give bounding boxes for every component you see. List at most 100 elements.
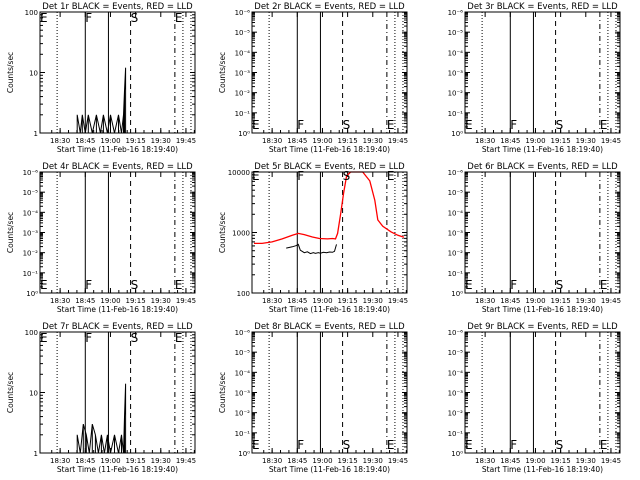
y-tick-label: 10⁻¹ — [235, 110, 251, 118]
event-marker-label: S — [131, 11, 139, 25]
plot-frame — [251, 171, 408, 294]
x-tick-label: 18:30 — [50, 297, 70, 305]
y-tick-label: 10⁰ — [238, 130, 250, 138]
x-tick-label: 18:30 — [50, 457, 70, 465]
y-tick-label: 10⁻⁶ — [448, 169, 464, 177]
y-tick-label: 10⁻⁴ — [448, 49, 464, 57]
y-tick-label: 100 — [25, 329, 38, 337]
y-tick-label: 10⁻⁴ — [448, 209, 464, 217]
y-tick-label: 1 — [34, 130, 38, 138]
event-marker-label: S — [131, 278, 139, 292]
event-marker-label: S — [556, 278, 564, 292]
x-axis-label: Start Time (11-Feb-16 18:19:40) — [57, 465, 178, 474]
x-tick-label: 18:45 — [287, 457, 307, 465]
plot-frame — [464, 11, 621, 134]
y-tick-label: 1 — [34, 450, 38, 458]
x-tick-label: 19:45 — [388, 457, 408, 465]
x-axis-label: Start Time (11-Feb-16 18:19:40) — [269, 465, 390, 474]
event-marker-label: E — [465, 118, 473, 132]
x-tick-label: 19:00 — [100, 457, 120, 465]
plot-frame — [251, 331, 408, 454]
x-tick-label: 19:45 — [388, 137, 408, 145]
panel-title: Det 1r BLACK = Events, RED = LLD — [42, 2, 193, 12]
x-tick-label: 19:30 — [576, 457, 596, 465]
event-marker-label: F — [297, 438, 304, 452]
event-marker-label: E — [600, 438, 608, 452]
panel-title: Det 9r BLACK = Events, RED = LLD — [467, 322, 618, 332]
detector-panel: Det 8r BLACK = Events, RED = LLD 10⁰ 10⁻¹ 1… — [218, 322, 408, 474]
plot-frame — [39, 331, 196, 454]
x-tick-label: 19:30 — [151, 297, 171, 305]
x-tick-label: 19:45 — [601, 297, 621, 305]
x-tick-label: 19:45 — [176, 457, 196, 465]
event-marker-label: E — [40, 278, 48, 292]
x-axis-label: Start Time (11-Feb-16 18:19:40) — [482, 305, 603, 314]
y-tick-label: 10⁰ — [238, 450, 250, 458]
y-tick-label: 10⁰ — [451, 290, 463, 298]
y-tick-label: 10000 — [228, 169, 250, 177]
event-marker-label: F — [510, 118, 517, 132]
event-marker-label: E — [465, 438, 473, 452]
x-tick-label: 19:30 — [363, 457, 383, 465]
series-line — [254, 171, 405, 245]
x-tick-label: 19:45 — [601, 457, 621, 465]
x-axis-label: Start Time (11-Feb-16 18:19:40) — [482, 465, 603, 474]
x-tick-label: 19:00 — [312, 297, 332, 305]
y-tick-label: 10⁻⁶ — [235, 329, 251, 337]
y-tick-label: 10⁻⁴ — [448, 369, 464, 377]
event-marker-label: F — [85, 278, 92, 292]
detector-panel: Det 6r BLACK = Events, RED = LLD 10⁰ 10⁻¹ 1… — [448, 162, 621, 314]
y-tick-label: 10⁰ — [451, 130, 463, 138]
x-tick-label: 19:30 — [151, 457, 171, 465]
plot-frame — [464, 171, 621, 294]
event-marker-label: E — [40, 331, 48, 345]
x-tick-label: 19:00 — [100, 297, 120, 305]
event-marker-label: F — [297, 118, 304, 132]
event-marker-label: E — [465, 278, 473, 292]
panel-title: Det 3r BLACK = Events, RED = LLD — [467, 2, 618, 12]
x-tick-label: 19:15 — [338, 457, 358, 465]
x-tick-label: 19:45 — [388, 297, 408, 305]
y-tick-label: 10⁻⁶ — [23, 169, 39, 177]
y-tick-label: 10⁻⁶ — [448, 329, 464, 337]
x-axis-label: Start Time (11-Feb-16 18:19:40) — [269, 145, 390, 154]
x-tick-label: 18:45 — [500, 137, 520, 145]
y-tick-label: 10⁻² — [235, 410, 251, 418]
x-tick-label: 19:30 — [576, 137, 596, 145]
y-tick-label: 100 — [237, 290, 250, 298]
detector-panel: Det 2r BLACK = Events, RED = LLD 10⁰ 10⁻¹ 1… — [218, 2, 408, 154]
detector-panel: Det 1r BLACK = Events, RED = LLD 1 10 100 18… — [6, 2, 196, 154]
y-tick-label: 10⁻⁵ — [448, 189, 464, 197]
x-tick-label: 19:15 — [126, 297, 146, 305]
plot-frame — [251, 11, 408, 134]
panel-title: Det 8r BLACK = Events, RED = LLD — [254, 322, 405, 332]
y-tick-label: 10⁰ — [26, 290, 38, 298]
x-tick-label: 19:00 — [525, 137, 545, 145]
y-tick-label: 1000 — [232, 230, 250, 238]
y-axis-label: Counts/sec — [218, 52, 227, 93]
detector-panel: Det 7r BLACK = Events, RED = LLD 1 10 100 18… — [6, 322, 196, 474]
x-tick-label: 18:30 — [262, 297, 282, 305]
event-marker-label: E — [600, 278, 608, 292]
y-axis-label: Counts/sec — [6, 212, 15, 253]
x-tick-label: 18:45 — [75, 137, 95, 145]
x-tick-label: 18:30 — [475, 137, 495, 145]
y-tick-label: 10⁻⁵ — [23, 189, 39, 197]
y-tick-label: 10⁻³ — [235, 70, 251, 78]
y-tick-label: 10⁻³ — [448, 70, 464, 78]
x-axis-label: Start Time (11-Feb-16 18:19:40) — [269, 305, 390, 314]
plot-frame — [39, 171, 196, 294]
x-tick-label: 19:00 — [525, 457, 545, 465]
x-tick-label: 18:45 — [287, 297, 307, 305]
y-axis-label: Counts/sec — [218, 212, 227, 253]
event-marker-label: E — [252, 118, 260, 132]
x-tick-label: 19:45 — [176, 297, 196, 305]
event-marker-label: E — [387, 118, 395, 132]
x-tick-label: 19:15 — [551, 297, 571, 305]
x-tick-label: 19:30 — [363, 137, 383, 145]
panel-title: Det 7r BLACK = Events, RED = LLD — [42, 322, 193, 332]
x-tick-label: 18:45 — [287, 137, 307, 145]
panel-title: Det 6r BLACK = Events, RED = LLD — [467, 162, 618, 172]
series-line — [76, 67, 127, 134]
